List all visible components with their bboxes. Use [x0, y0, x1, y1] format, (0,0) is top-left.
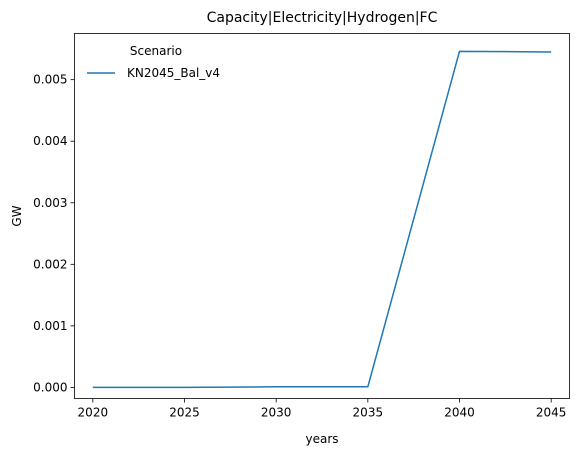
axis-ticks: 2020 2025 2030 2035 2040 2045 0.000 0.001 0.002 0… — [33, 73, 566, 420]
x-tick-label: 2025 — [169, 406, 200, 420]
y-tick-label: 0.000 — [33, 380, 67, 394]
y-tick-label: 0.004 — [33, 134, 67, 148]
y-axis-label: GW — [10, 205, 24, 226]
x-tick-label: 2020 — [78, 406, 109, 420]
y-tick-label: 0.002 — [33, 257, 67, 271]
legend-label: KN2045_Bal_v4 — [127, 66, 220, 80]
plot-frame — [74, 33, 570, 399]
x-tick-label: 2040 — [444, 406, 475, 420]
x-tick-label: 2045 — [536, 406, 567, 420]
legend: Scenario KN2045_Bal_v4 — [87, 44, 220, 80]
chart-title: Capacity|Electricity|Hydrogen|FC — [207, 10, 438, 26]
x-tick-label: 2030 — [261, 406, 292, 420]
series-line — [92, 50, 552, 389]
y-tick-label: 0.001 — [33, 319, 67, 333]
x-tick-label: 2035 — [353, 406, 384, 420]
legend-title: Scenario — [130, 44, 182, 58]
y-tick-label: 0.005 — [33, 73, 67, 87]
series-lines — [92, 50, 552, 389]
x-axis-label: years — [305, 432, 338, 446]
y-tick-label: 0.003 — [33, 196, 67, 210]
